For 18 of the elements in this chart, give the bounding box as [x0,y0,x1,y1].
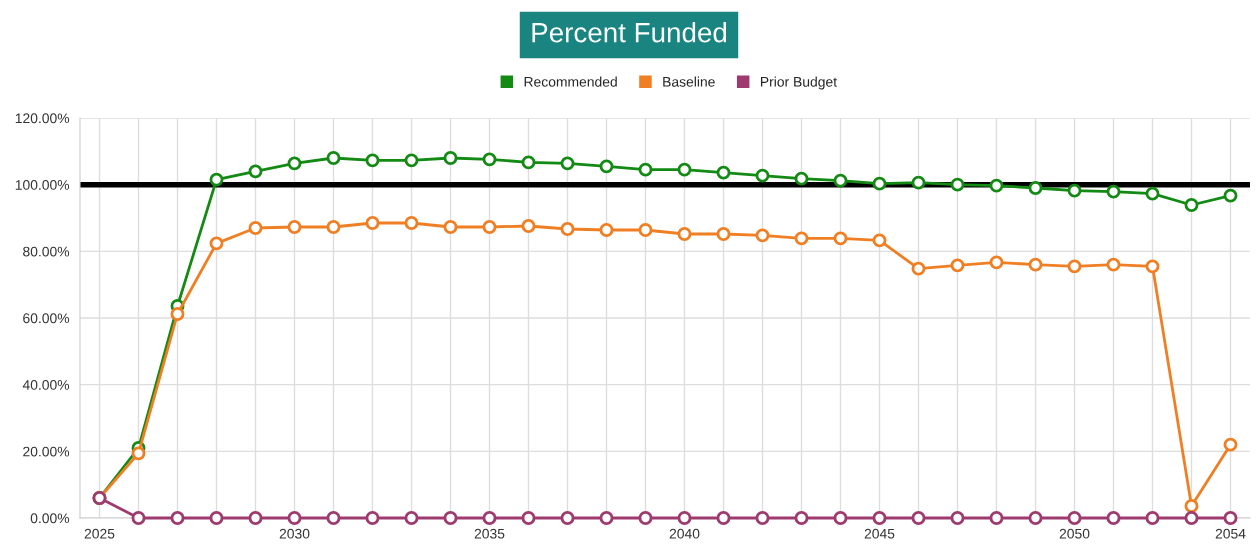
y-tick-label: 20.00% [23,446,70,457]
x-tick-label: 2030 [279,528,310,539]
chart-title: Percent Funded [532,22,727,43]
y-tick-label: 100.00% [15,180,70,190]
legend-label: Recommended [524,76,617,87]
y-tick-label: 120.00% [15,113,70,124]
legend-label: Baseline [663,76,715,87]
x-tick-label: 2035 [474,528,505,539]
y-tick-label: 80.00% [23,246,70,257]
y-tick-label: 0.00% [30,513,70,524]
x-tick-label: 2040 [669,528,700,539]
x-tick-label: 2050 [1059,528,1090,539]
y-tick-label: 60.00% [23,313,70,324]
y-tick-label: 40.00% [22,380,70,390]
x-tick-label: 2054 [1215,528,1246,539]
x-tick-label: 2025 [84,528,115,539]
x-tick-label: 2045 [864,528,895,539]
legend-label: Prior Budget [760,76,837,90]
